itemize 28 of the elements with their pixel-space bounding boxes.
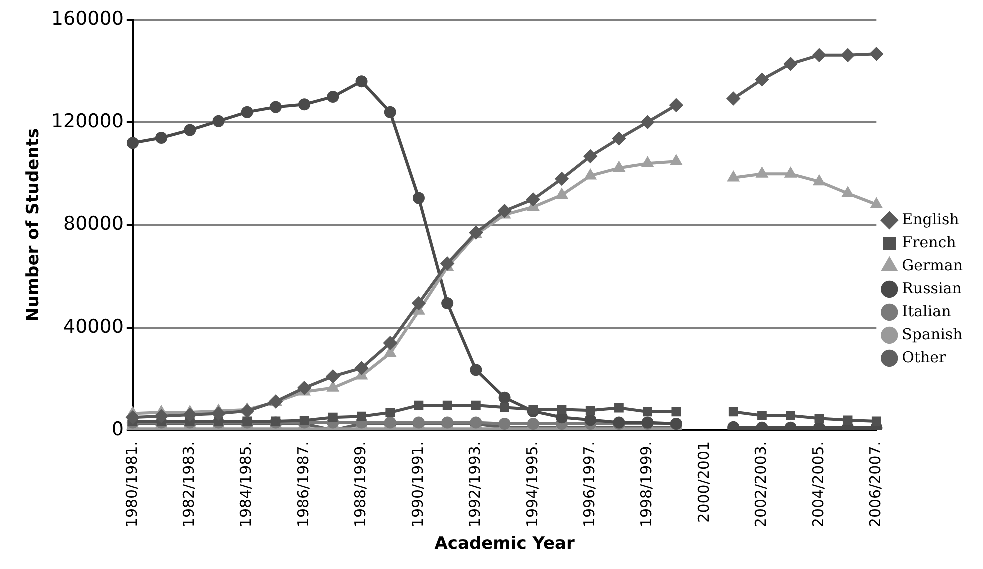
y-tick-label: 40000 (63, 316, 124, 338)
legend-label: Russian (902, 279, 962, 298)
y-tick-label: 80000 (63, 213, 124, 236)
x-axis-title: Academic Year (434, 534, 576, 554)
x-tick-label: 1988/1989. (352, 441, 370, 528)
x-tick-label: 1996/1997. (580, 441, 598, 528)
legend-label: German (902, 256, 964, 274)
x-tick-label: 1986/1987. (294, 441, 312, 528)
legend-label: French (902, 233, 957, 252)
x-tick-label: 1994/1995. (523, 441, 542, 528)
x-tick-label: 1982/1983. (180, 441, 198, 528)
legend-label: Other (902, 348, 948, 366)
legend-label: Italian (902, 302, 952, 320)
x-tick-label: 2006/2007. (866, 441, 885, 528)
x-tick-label: 1998/1999. (638, 441, 656, 528)
y-axis-title: Number of Students (24, 128, 44, 322)
x-tick-label: 1992/1993. (466, 441, 484, 528)
legend-label: English (902, 210, 960, 228)
x-tick-label: 1980/1981. (122, 441, 141, 528)
x-tick-label: 2002/2003. (752, 441, 770, 528)
y-tick-label: 160000 (51, 8, 124, 30)
y-tick-label: 120000 (51, 110, 124, 133)
y-tick-label: 0 (112, 418, 124, 440)
x-tick-label: 1990/1991. (408, 441, 427, 528)
x-tick-label: 1984/1985. (237, 441, 256, 528)
x-tick-label: 2004/2005. (809, 441, 828, 528)
legend-label: Spanish (902, 325, 964, 344)
x-tick-label: 2000/2001 (694, 441, 713, 523)
